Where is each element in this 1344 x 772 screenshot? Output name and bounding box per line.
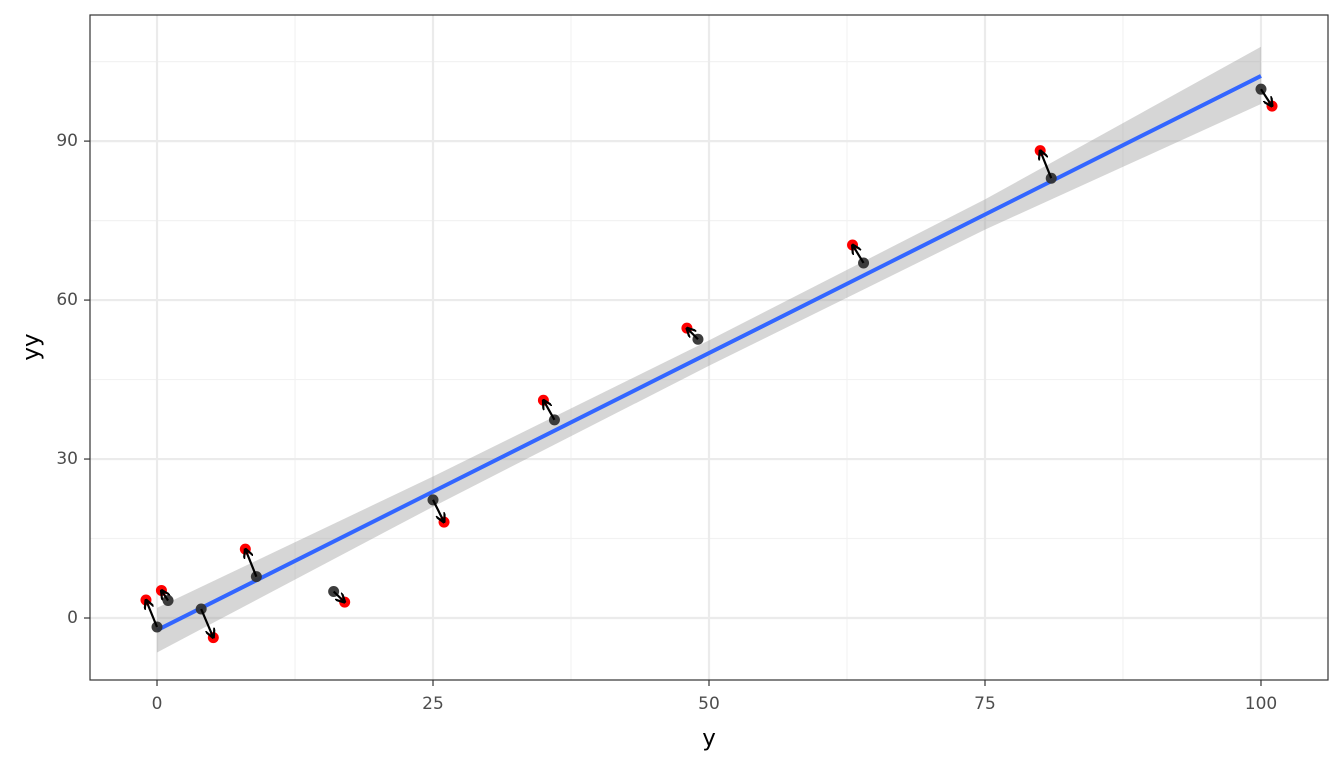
arrow — [245, 549, 258, 578]
fit-line — [156, 74, 1262, 632]
y-tick-label: 30 — [56, 449, 78, 469]
x-tick-label: 100 — [1245, 694, 1277, 714]
arrow — [332, 590, 345, 603]
arrow — [687, 328, 699, 341]
y-tick-label: 0 — [67, 608, 78, 628]
arrow — [853, 245, 865, 264]
arrow — [200, 608, 213, 638]
arrow — [432, 499, 444, 522]
x-tick-label: 0 — [152, 694, 163, 714]
y-tick-label: 90 — [56, 131, 78, 151]
arrow — [161, 590, 168, 602]
x-tick-label: 50 — [698, 694, 720, 714]
arrow — [1040, 151, 1053, 179]
y-tick-label: 60 — [56, 290, 78, 310]
panel-border — [89, 14, 1329, 681]
x-tick-label: 25 — [422, 694, 444, 714]
arrow — [1260, 88, 1272, 106]
x-tick-label: 75 — [974, 694, 996, 714]
arrow — [146, 600, 159, 628]
arrow — [543, 400, 556, 421]
y-axis-title: yy — [19, 333, 45, 360]
x-axis-title: y — [702, 726, 716, 752]
